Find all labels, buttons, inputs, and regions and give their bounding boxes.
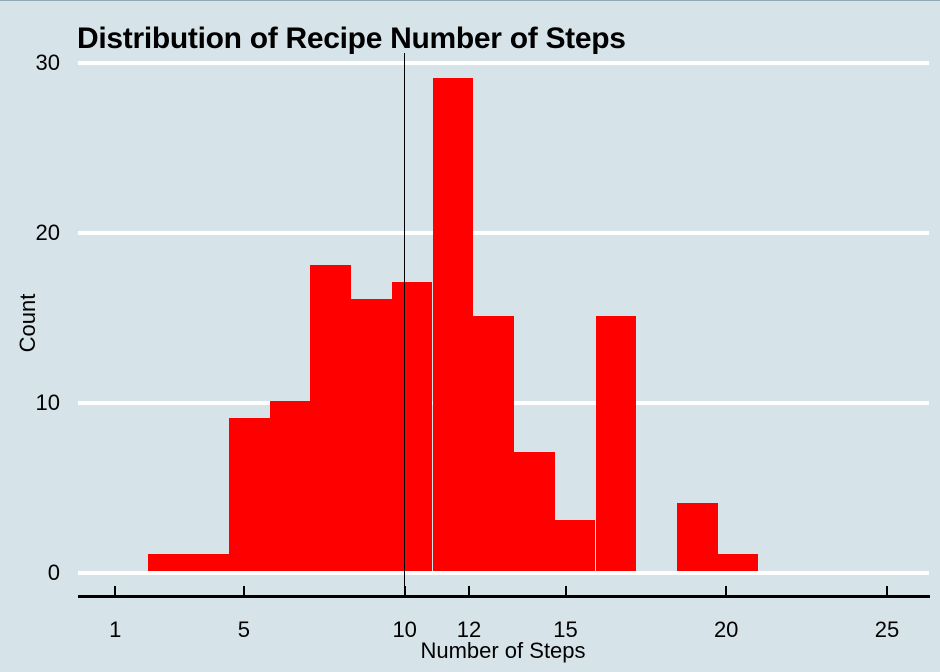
y-tick-label-30: 30 [35, 50, 60, 75]
histogram-bar [147, 554, 189, 571]
gridline-y30 [78, 61, 929, 65]
x-tick-5 [242, 586, 245, 595]
x-tick-label-1: 1 [109, 617, 122, 642]
histogram-bar [676, 503, 718, 571]
x-axis-line [78, 595, 930, 598]
x-tick-label-12: 12 [456, 617, 482, 642]
histogram-bar [554, 520, 596, 571]
histogram-bar [391, 282, 433, 571]
gridline-y20 [78, 231, 929, 235]
gridline-y0 [78, 571, 929, 575]
histogram-bar [595, 316, 637, 571]
histogram-bar [351, 299, 392, 571]
y-tick-label-20: 20 [35, 220, 60, 245]
x-axis-title: Number of Steps [420, 638, 586, 663]
x-tick-25 [886, 586, 888, 595]
x-tick-label-20: 20 [713, 617, 739, 642]
x-tick-label-15: 15 [553, 617, 578, 642]
x-tick-12 [468, 586, 470, 595]
histogram-bar [310, 265, 352, 571]
x-tick-label-25: 25 [874, 617, 900, 642]
histogram-bar [228, 418, 270, 571]
histogram-bar [188, 554, 229, 571]
histogram-bar [514, 452, 555, 571]
histogram-bar [717, 554, 759, 571]
y-tick-label-0: 0 [47, 560, 60, 585]
histogram-bar [269, 401, 311, 571]
reference-line [403, 53, 406, 598]
x-tick-15 [564, 586, 567, 595]
histogram-bar [473, 316, 514, 571]
x-tick-20 [725, 586, 728, 595]
x-tick-label-5: 5 [237, 617, 251, 642]
x-tick-1 [114, 586, 117, 595]
x-tick-label-10: 10 [392, 617, 417, 642]
histogram-bar [432, 78, 474, 571]
chart-title: Distribution of Recipe Number of Steps [77, 22, 626, 55]
y-axis-title: Count [15, 293, 40, 353]
y-tick-label-10: 10 [35, 390, 60, 415]
x-tick-10 [403, 586, 406, 595]
